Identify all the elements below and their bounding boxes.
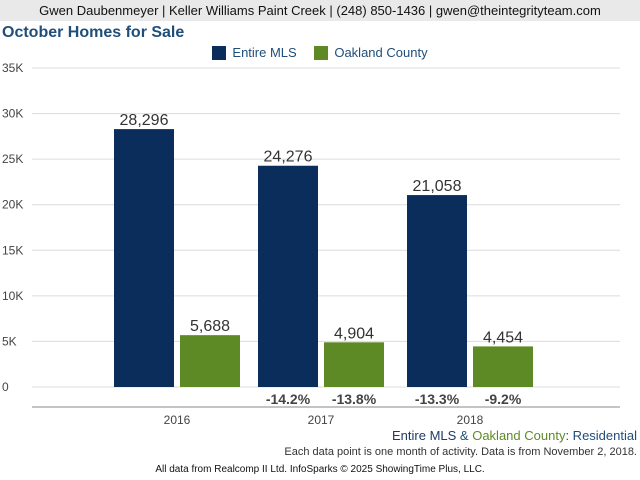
bar-oakland-county (473, 346, 533, 387)
data-label-entire-mls: 28,296 (120, 112, 169, 129)
change-label-oakland-county: -9.2% (485, 391, 522, 407)
data-note: Each data point is one month of activity… (284, 446, 637, 458)
y-tick-label: 20K (2, 198, 23, 212)
data-label-oakland-county: 4,904 (334, 325, 374, 342)
legend-swatch-entire-mls (212, 45, 227, 60)
bar-entire-mls (258, 165, 318, 387)
x-tick-label: 2018 (457, 413, 484, 427)
y-tick-label: 15K (2, 243, 23, 257)
data-label-entire-mls: 24,276 (264, 149, 313, 166)
y-tick-label: 35K (2, 61, 23, 75)
subtitle-series-oakland-county: Oakland County (472, 428, 566, 443)
data-label-oakland-county: 5,688 (190, 318, 230, 335)
data-label-entire-mls: 21,058 (413, 178, 462, 195)
legend-item-entire-mls[interactable]: Entire MLS (212, 45, 297, 60)
y-tick-label: 0 (2, 380, 9, 394)
agent-contact-bar: Gwen Daubenmeyer | Keller Williams Paint… (0, 0, 640, 21)
legend-label-entire-mls: Entire MLS (232, 45, 297, 60)
bar-entire-mls (407, 195, 467, 387)
change-label-entire-mls: -13.3% (415, 391, 460, 407)
chart-legend: Entire MLS Oakland County (0, 45, 640, 63)
chart-subtitle: Entire MLS & Oakland County: Residential (392, 428, 637, 443)
subtitle-suffix: : Residential (565, 428, 637, 443)
subtitle-connector: & (456, 428, 473, 443)
y-tick-label: 30K (2, 107, 23, 121)
legend-item-oakland-county[interactable]: Oakland County (314, 45, 428, 60)
change-label-entire-mls: -14.2% (266, 391, 311, 407)
y-tick-label: 10K (2, 289, 23, 303)
x-tick-label: 2016 (164, 413, 191, 427)
data-label-oakland-county: 4,454 (483, 329, 523, 346)
bar-entire-mls (114, 129, 174, 387)
chart-title: October Homes for Sale (2, 24, 185, 41)
x-tick-label: 2017 (308, 413, 335, 427)
bar-oakland-county (180, 335, 240, 387)
legend-label-oakland-county: Oakland County (334, 45, 428, 60)
legend-swatch-oakland-county (314, 45, 329, 60)
y-tick-label: 5K (2, 334, 17, 348)
change-label-oakland-county: -13.8% (332, 391, 377, 407)
bar-oakland-county (324, 342, 384, 387)
subtitle-series-entire-mls: Entire MLS (392, 428, 457, 443)
footer-credit: All data from Realcomp II Ltd. InfoSpark… (155, 464, 485, 475)
y-tick-label: 25K (2, 152, 23, 166)
